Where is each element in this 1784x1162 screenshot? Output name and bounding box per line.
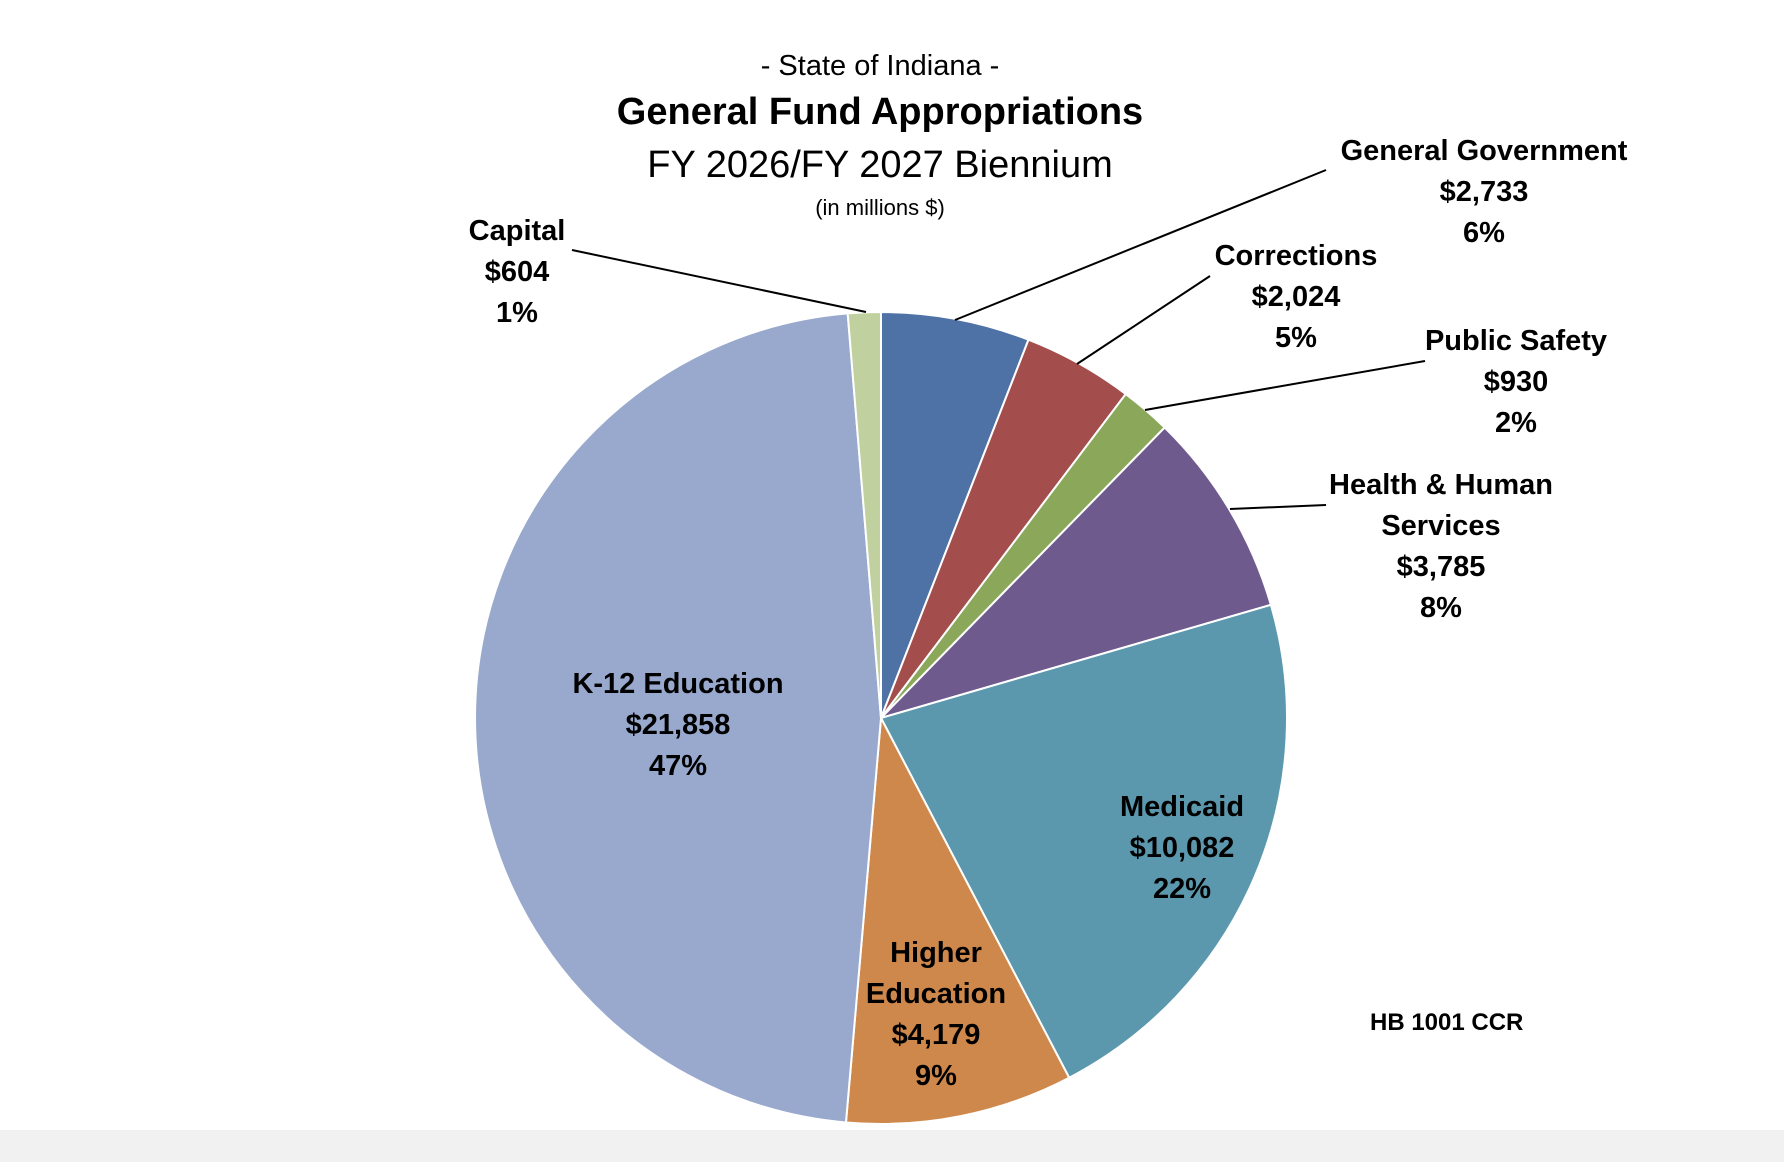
slice-percent-label: 2% [1495, 407, 1537, 439]
leader-line-public-safety [1144, 360, 1426, 411]
slice-name-label: Public Safety [1425, 325, 1607, 357]
chart-supertitle: - State of Indiana - [761, 50, 1000, 82]
slice-percent-label: 9% [915, 1060, 957, 1092]
slice-percent-label: 8% [1420, 592, 1462, 624]
pie-slice-k-12-education [474, 312, 883, 1124]
slice-name-label: K-12 Education [572, 668, 783, 700]
leader-line-general-government [954, 169, 1327, 321]
slice-label-health-human-services: Health & Human Services $3,785 8% [1329, 469, 1553, 624]
bottom-strip [0, 1130, 1784, 1162]
slice-value-label: $604 [485, 256, 550, 288]
slice-label-medicaid: Medicaid $10,082 22% [1120, 791, 1244, 905]
slice-value-label: $930 [1484, 366, 1549, 398]
slice-label-capital: Capital $604 1% [469, 215, 566, 329]
pie-slices [474, 310, 1288, 1125]
leader-line-capital [571, 249, 867, 313]
slice-percent-label: 22% [1153, 873, 1211, 905]
pie-slice-higher-education [844, 714, 1071, 1125]
slice-value-label: $3,785 [1397, 551, 1486, 583]
slice-name-label: Education [866, 978, 1006, 1010]
slice-label-k-12-education: K-12 Education $21,858 47% [572, 668, 783, 782]
slice-percent-label: 47% [649, 750, 707, 782]
slice-name-label: Corrections [1215, 240, 1378, 272]
chart-title: General Fund Appropriations [617, 91, 1143, 133]
slice-value-label: $2,733 [1440, 176, 1529, 208]
slice-label-public-safety: Public Safety $930 2% [1425, 325, 1607, 439]
leader-lines [571, 169, 1426, 510]
slice-percent-label: 1% [496, 297, 538, 329]
slice-value-label: $21,858 [626, 709, 731, 741]
slice-label-corrections: Corrections $2,024 5% [1215, 240, 1378, 354]
slice-name-label: Higher [890, 937, 982, 969]
slice-label-general-government: General Government $2,733 6% [1341, 135, 1628, 249]
slice-labels: General Government $2,733 6% Corrections $2,… [469, 135, 1628, 1092]
slice-name-label: Services [1381, 510, 1500, 542]
slice-name-label: General Government [1341, 135, 1628, 167]
slice-name-label: Capital [469, 215, 566, 247]
slice-percent-label: 6% [1463, 217, 1505, 249]
pie-slice-medicaid [879, 603, 1288, 1080]
slice-label-higher-education: Higher Education $4,179 9% [866, 937, 1006, 1092]
pie-slice-health-human-services [877, 426, 1273, 721]
slice-value-label: $10,082 [1130, 832, 1235, 864]
chart-subtitle: FY 2026/FY 2027 Biennium [647, 144, 1112, 186]
source-annotation: HB 1001 CCR [1370, 1009, 1523, 1036]
slice-value-label: $4,179 [892, 1019, 981, 1051]
slice-percent-label: 5% [1275, 322, 1317, 354]
leader-line-health-human-services [1229, 504, 1327, 510]
chart-units: (in millions $) [815, 195, 945, 220]
leader-line-corrections [1076, 275, 1211, 365]
slice-value-label: $2,024 [1252, 281, 1341, 313]
slice-name-label: Health & Human [1329, 469, 1553, 501]
slice-name-label: Medicaid [1120, 791, 1244, 823]
